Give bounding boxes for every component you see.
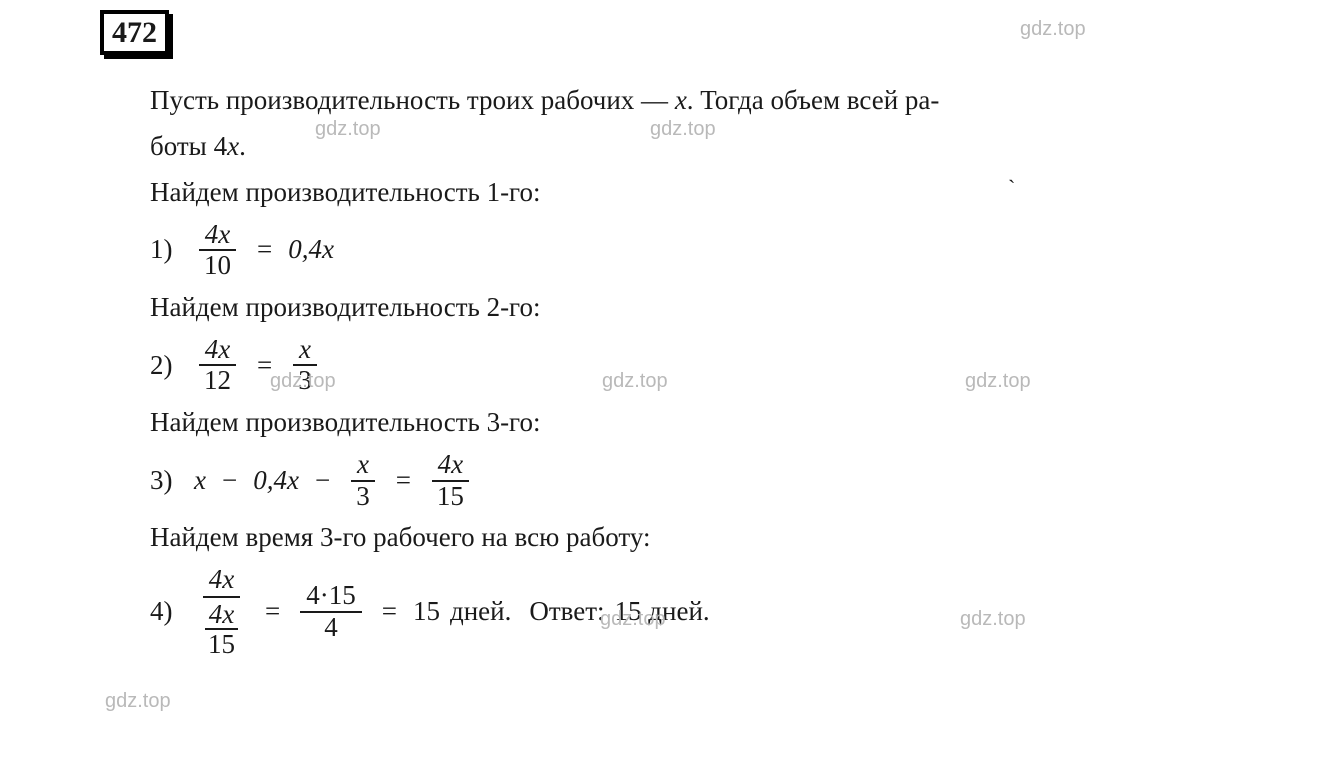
- step-3-rnum: 4x: [432, 450, 469, 482]
- find-line-3: Найдем производительность 3-го:: [150, 402, 1280, 444]
- intro-variable: x: [675, 85, 687, 115]
- step-3-c-fraction: x 3: [350, 450, 376, 511]
- find-line-4: Найдем время 3-го рабочего на всю работу…: [150, 517, 1280, 559]
- find-line-2: Найдем производительность 2-го:: [150, 287, 1280, 329]
- step-1-rhs: 0,4x: [288, 229, 334, 271]
- watermark-text: gdz.top: [105, 690, 171, 713]
- step-3-number: 3): [150, 460, 184, 502]
- step-4-result: 15: [413, 591, 440, 633]
- intro-text-2b: .: [239, 131, 246, 161]
- step-4-equals-1: =: [265, 591, 280, 633]
- step-1-lhs-fraction: 4x 10: [198, 220, 237, 281]
- answer-label: Ответ:: [529, 591, 604, 633]
- intro-text-1a: Пусть производительность троих рабочих —: [150, 85, 675, 115]
- step-4-number: 4): [150, 591, 184, 633]
- step-4-mden: 4: [318, 613, 344, 643]
- step-3-rhs-fraction: 4x 15: [431, 450, 470, 511]
- answer-value: 15 дней.: [615, 591, 710, 633]
- step-4-lden-fraction: 4x 15: [204, 600, 239, 659]
- step-4-mnum: 4·15: [300, 581, 362, 613]
- step-1: 1) 4x 10 = 0,4x: [150, 220, 1280, 281]
- step-4-equals-2: =: [382, 591, 397, 633]
- step-2-equals: =: [257, 345, 272, 387]
- step-3-minus-1: −: [222, 460, 237, 502]
- step-4-ld-num: 4x: [205, 600, 238, 630]
- step-4-mid-fraction: 4·15 4: [300, 581, 362, 642]
- step-3-cnum: x: [351, 450, 375, 482]
- step-2-rhs-fraction: x 3: [292, 335, 318, 396]
- page: 472 ˋ Пусть производительность троих раб…: [0, 0, 1320, 763]
- step-4-lden: 4x 15: [198, 598, 245, 659]
- watermark-text: gdz.top: [1020, 18, 1086, 41]
- problem-number-badge: 472: [100, 10, 169, 55]
- find-line-1: Найдем производительность 1-го:: [150, 172, 1280, 214]
- step-4-ld-den: 15: [204, 630, 239, 658]
- step-1-equals: =: [257, 229, 272, 271]
- step-2-lhs-fraction: 4x 12: [198, 335, 237, 396]
- step-1-numerator: 4x: [199, 220, 236, 252]
- step-4-lnum: 4x: [203, 565, 240, 597]
- step-4: 4) 4x 4x 15 = 4·15 4 = 15 дней. Ответ: 1…: [150, 565, 1280, 658]
- step-3-cden: 3: [350, 482, 376, 512]
- step-2-rnum: x: [293, 335, 317, 367]
- step-3-b: 0,4x: [253, 460, 299, 502]
- intro-line-1: Пусть производительность троих рабочих —…: [150, 80, 1280, 122]
- step-3-equals: =: [396, 460, 411, 502]
- step-2-lden: 12: [198, 366, 237, 396]
- step-3-a: x: [194, 460, 206, 502]
- step-4-lhs-nested-fraction: 4x 4x 15: [198, 565, 245, 658]
- solution-body: Пусть производительность троих рабочих —…: [150, 80, 1280, 658]
- intro-variable-2: x: [227, 131, 239, 161]
- intro-text-2a: боты 4: [150, 131, 227, 161]
- step-3-minus-2: −: [315, 460, 330, 502]
- intro-text-1b: . Тогда объем всей ра-: [687, 85, 940, 115]
- intro-line-2: боты 4x.: [150, 126, 1280, 168]
- step-2-lnum: 4x: [199, 335, 236, 367]
- step-1-number: 1): [150, 229, 184, 271]
- step-2-rden: 3: [292, 366, 318, 396]
- step-4-days: дней.: [450, 591, 511, 633]
- step-3: 3) x − 0,4x − x 3 = 4x 15: [150, 450, 1280, 511]
- step-2: 2) 4x 12 = x 3: [150, 335, 1280, 396]
- step-3-rden: 15: [431, 482, 470, 512]
- step-1-denominator: 10: [198, 251, 237, 281]
- step-2-number: 2): [150, 345, 184, 387]
